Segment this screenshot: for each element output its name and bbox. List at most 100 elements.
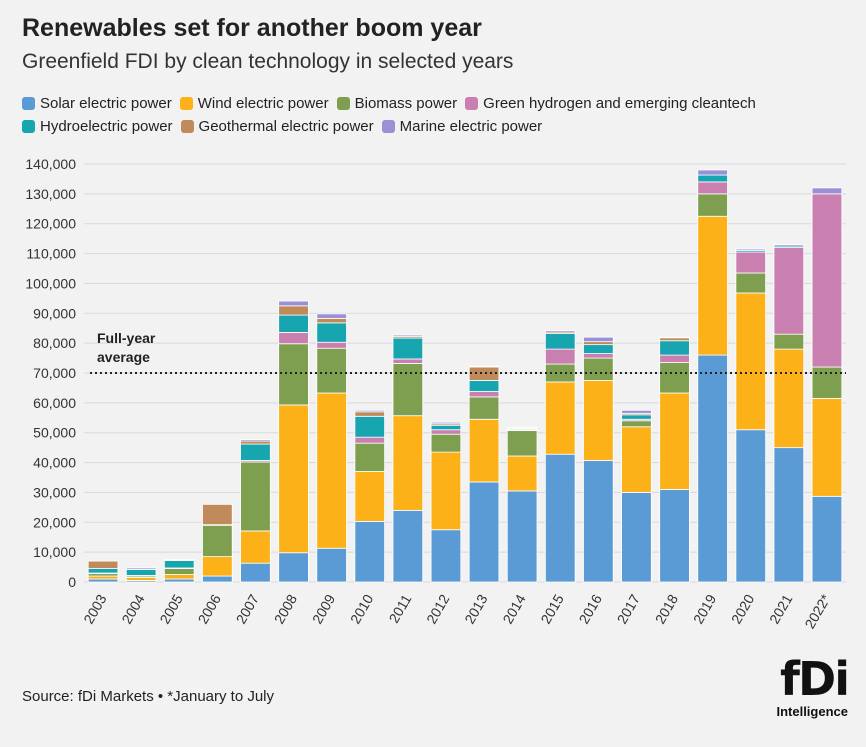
legend-swatch [179,97,193,110]
y-tick-label: 90,000 [33,305,76,321]
y-tick-label: 60,000 [33,395,76,411]
bar-segment [278,552,309,583]
y-tick-label: 20,000 [33,514,76,530]
x-tick-label: 2020 [728,591,758,626]
bar-segment [735,251,767,274]
y-tick-label: 110,000 [26,246,76,262]
bar-segment [240,461,271,532]
bar-segment [583,357,614,381]
bar-segment [659,337,690,342]
legend-swatch [465,97,479,110]
y-tick-label: 120,000 [25,216,76,232]
bar-segment [240,443,271,461]
x-tick-label: 2013 [461,591,491,626]
legend-label: Solar electric power [40,95,172,112]
x-tick-label: 2012 [423,591,453,626]
bar-segment [354,442,386,472]
legend-label: Marine electric power [399,118,543,135]
x-tick-label: 2022* [801,591,833,631]
bar-segment [430,433,462,453]
legend-item: Wind electric power [179,95,329,112]
bar-segment [278,314,309,333]
bar-segment [316,392,347,549]
bar-segment [773,247,805,335]
bar-segment [811,495,843,583]
bar-segment [278,404,309,554]
bar-segment [583,460,614,583]
bar-segment [392,337,424,360]
bar-segment [163,568,195,575]
bar-segment [506,455,538,492]
bar-segment [354,415,386,438]
bar-segment [354,409,386,413]
bar-segment [354,411,386,417]
bar-segment [316,547,347,583]
bar-segment [316,313,347,319]
y-tick-label: 30,000 [33,484,76,500]
reference-line-label: average [97,349,150,365]
bar-segment [773,333,805,350]
bar-segment [621,492,652,583]
x-tick-label: 2014 [499,591,529,626]
legend-item: Green hydrogen and emerging cleantech [465,95,756,112]
bar-segment [87,568,119,574]
legend-swatch [22,97,35,110]
bar-segment [392,334,424,337]
x-tick-label: 2007 [233,591,263,626]
bar-segment [163,578,195,583]
bar-segment [697,169,728,176]
bar-segment [659,362,690,394]
legend-swatch [22,120,35,133]
bar-segment [278,300,309,307]
legend-swatch [336,97,350,110]
y-tick-label: 130,000 [25,186,76,202]
legend-label: Hydroelectric power [40,118,173,135]
bar-segment [544,453,576,583]
fdi-intelligence-logo: fDi Intelligence [738,656,850,719]
bar-segment [583,341,614,346]
bar-segment [544,333,576,350]
bar-segment [544,348,576,365]
legend-item: Solar electric power [22,95,172,112]
bar-segment [202,575,233,583]
bar-segment [735,292,767,431]
bar-segment [735,429,767,583]
x-tick-label: 2016 [576,591,606,626]
y-tick-label: 80,000 [33,335,76,351]
bar-segment [811,397,843,497]
x-tick-label: 2009 [309,591,339,626]
bar-segment [240,440,271,445]
legend-label: Wind electric power [197,95,329,112]
legend: Solar electric power Wind electric power B… [22,95,852,135]
chart-subtitle: Greenfield FDI by clean technology in se… [22,50,514,73]
bar-segment [354,436,386,444]
bar-segment [659,392,690,490]
bar-segment [544,330,576,333]
bar-segment [773,348,805,449]
bar-segment [278,331,309,345]
bar-segment [583,336,614,343]
legend-label: Green hydrogen and emerging cleantech [483,95,756,112]
bar-segment [430,424,462,431]
bar-segment [659,336,690,339]
legend-swatch [180,120,194,133]
bar-segment [544,381,576,455]
legend-label: Geothermal electric power [198,118,374,135]
bar-segment [430,451,462,531]
bar-segment [240,562,271,583]
bar-segment [583,344,614,354]
bar-segment [468,418,500,483]
bar-segment [87,578,119,583]
bar-segment [621,414,652,420]
bar-segment [87,560,119,569]
legend-item: Geothermal electric power [180,118,374,135]
bar-segment [163,560,195,569]
stacked-bar-chart: 0 10,000 20,000 30,000 40,000 50,000 60,000 70,… [25,156,846,631]
bar-segment [659,354,690,363]
x-tick-label: 2004 [118,591,148,626]
bar-segment [468,481,500,583]
bar-segment [506,430,538,457]
bar-segment [735,248,767,251]
bar-segment [163,574,195,580]
x-tick-label: 2015 [537,591,567,626]
